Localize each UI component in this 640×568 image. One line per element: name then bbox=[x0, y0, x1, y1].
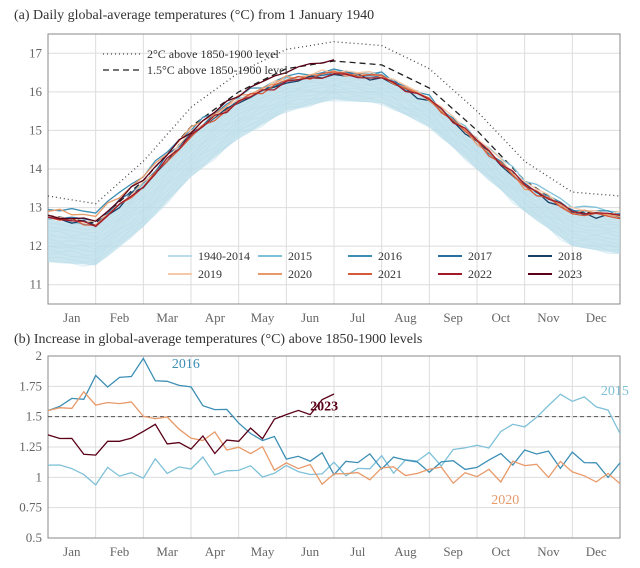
svg-text:1.5°C above 1850-1900 level: 1.5°C above 1850-1900 level bbox=[147, 63, 288, 77]
figure: (a) Daily global-average temperatures (°… bbox=[8, 8, 632, 560]
svg-text:1.75: 1.75 bbox=[19, 378, 42, 393]
legend-2022: 2022 bbox=[468, 267, 492, 281]
annotation-2016: 2016 bbox=[172, 357, 200, 372]
svg-text:Apr: Apr bbox=[205, 310, 226, 325]
svg-text:Jan: Jan bbox=[63, 544, 81, 559]
svg-text:14: 14 bbox=[29, 161, 43, 176]
svg-text:15: 15 bbox=[29, 122, 42, 137]
svg-text:Apr: Apr bbox=[205, 544, 226, 559]
panel-a-chart: 11 12 13 14 15 16 17 Jan Feb Mar Apr May Jun Jul Aug Se… bbox=[8, 26, 632, 326]
svg-text:2: 2 bbox=[36, 350, 43, 363]
svg-text:Aug: Aug bbox=[394, 310, 417, 325]
svg-text:0.5: 0.5 bbox=[26, 530, 42, 545]
svg-text:Feb: Feb bbox=[110, 544, 130, 559]
svg-text:17: 17 bbox=[29, 45, 43, 60]
svg-text:Jul: Jul bbox=[350, 544, 366, 559]
svg-text:Oct: Oct bbox=[491, 310, 510, 325]
legend-2021: 2021 bbox=[378, 267, 402, 281]
svg-text:12: 12 bbox=[29, 238, 42, 253]
legend-2018: 2018 bbox=[558, 249, 582, 263]
svg-text:Mar: Mar bbox=[156, 310, 178, 325]
svg-text:Feb: Feb bbox=[110, 310, 130, 325]
svg-text:Jul: Jul bbox=[350, 310, 366, 325]
annotation-2023: 2023 bbox=[310, 400, 338, 415]
svg-text:May: May bbox=[251, 310, 275, 325]
legend-2020: 2020 bbox=[288, 267, 312, 281]
svg-text:Sep: Sep bbox=[443, 310, 463, 325]
svg-text:Jun: Jun bbox=[301, 544, 320, 559]
svg-text:13: 13 bbox=[29, 200, 42, 215]
svg-text:11: 11 bbox=[29, 277, 42, 292]
panel-a-title: (a) Daily global-average temperatures (°… bbox=[14, 8, 632, 24]
svg-text:2°C above 1850-1900 level: 2°C above 1850-1900 level bbox=[147, 47, 279, 61]
svg-text:Mar: Mar bbox=[156, 544, 178, 559]
legend-1940-2014: 1940-2014 bbox=[198, 249, 250, 263]
svg-text:Aug: Aug bbox=[394, 544, 417, 559]
svg-text:1: 1 bbox=[36, 469, 43, 484]
svg-text:16: 16 bbox=[29, 84, 43, 99]
svg-text:0.75: 0.75 bbox=[19, 500, 42, 515]
annotation-2020: 2020 bbox=[491, 493, 519, 508]
panel-b-chart: 0.5 0.75 1 1.25 1.5 1.75 2 Jan Feb Mar Apr May Jun Ju… bbox=[8, 350, 632, 560]
svg-text:Oct: Oct bbox=[491, 544, 510, 559]
svg-text:May: May bbox=[251, 544, 275, 559]
legend-2015: 2015 bbox=[288, 249, 312, 263]
svg-text:Nov: Nov bbox=[537, 310, 560, 325]
legend-2023: 2023 bbox=[558, 267, 582, 281]
svg-text:Dec: Dec bbox=[586, 310, 607, 325]
legend-2016: 2016 bbox=[378, 249, 402, 263]
annotation-2015: 2015 bbox=[601, 384, 629, 399]
svg-text:Jun: Jun bbox=[301, 310, 320, 325]
legend-2019: 2019 bbox=[198, 267, 222, 281]
svg-text:Jan: Jan bbox=[63, 310, 81, 325]
svg-text:Sep: Sep bbox=[443, 544, 463, 559]
svg-text:Nov: Nov bbox=[537, 544, 560, 559]
svg-text:1.25: 1.25 bbox=[19, 439, 42, 454]
svg-text:1.5: 1.5 bbox=[26, 409, 42, 424]
svg-text:Dec: Dec bbox=[586, 544, 607, 559]
legend-2017: 2017 bbox=[468, 249, 492, 263]
panel-b-title: (b) Increase in global-average temperatu… bbox=[14, 332, 632, 348]
